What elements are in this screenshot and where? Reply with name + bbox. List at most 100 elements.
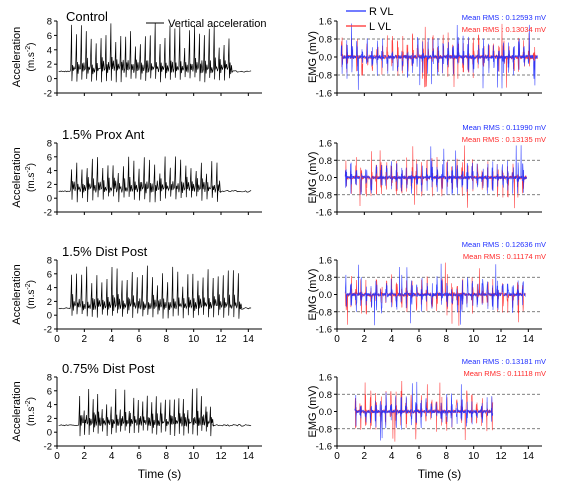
y-tick-label: 0.0 — [319, 173, 332, 184]
rms-right-text: Mean RMS : 0.11990 mV — [462, 123, 546, 132]
acc-y-unit-close: ) — [26, 42, 37, 45]
acc-y-unit-close: ) — [26, 163, 37, 166]
y-tick-label: 2 — [47, 414, 52, 425]
y-tick-label: 0 — [47, 428, 52, 439]
x-tick-label: 6 — [416, 451, 422, 462]
y-tick-label: 4 — [47, 400, 52, 411]
x-tick-label: 14 — [243, 451, 255, 462]
y-tick-label: 4 — [47, 166, 52, 177]
emg-x-label: Time (s) — [418, 467, 462, 481]
y-tick-label: 4 — [47, 45, 52, 56]
y-tick-label: 6 — [47, 386, 52, 397]
y-tick-label: 1.6 — [319, 373, 332, 384]
condition-label: 0.75% Dist Post — [62, 361, 155, 376]
y-tick-label: -0.8 — [316, 71, 332, 82]
x-tick-label: 10 — [468, 334, 480, 345]
right-vl-trace — [354, 381, 494, 441]
acc-y-unit: (m.s-2) — [25, 163, 37, 192]
left-vl-legend-label: L VL — [369, 21, 391, 33]
right-vl-legend-label: R VL — [369, 6, 393, 18]
rms-right-text: Mean RMS : 0.12636 mV — [462, 240, 546, 249]
y-tick-label: 0.0 — [319, 407, 332, 418]
y-tick-label: 0 — [47, 74, 52, 85]
y-tick-label: -0.8 — [316, 190, 332, 201]
x-tick-label: 14 — [523, 451, 535, 462]
emg-panel-3: -1.6 -0.8 0.0 0.8 1.6 0 2 4 6 8 10 12 14 EMG (mV) Mean… — [307, 357, 546, 481]
x-tick-label: 4 — [109, 451, 115, 462]
right-vl-trace — [340, 23, 538, 90]
acceleration-trace — [58, 23, 252, 83]
rms-right-text: Mean RMS : 0.13181 mV — [462, 357, 546, 366]
x-tick-label: 4 — [389, 451, 395, 462]
x-tick-label: 2 — [362, 334, 368, 345]
y-tick-label: 2 — [47, 297, 52, 308]
acceleration-trace — [58, 156, 252, 203]
x-tick-label: 8 — [444, 334, 450, 345]
x-tick-label: 8 — [444, 451, 450, 462]
x-tick-label: 4 — [109, 334, 115, 345]
acc-y-unit-base: (m.s — [26, 407, 37, 426]
condition-label: 1.5% Prox Ant — [62, 127, 145, 142]
rms-right-text: Mean RMS : 0.12593 mV — [462, 13, 546, 22]
acc-y-unit-base: (m.s — [26, 290, 37, 309]
y-tick-label: 8 — [47, 256, 52, 267]
x-tick-label: 14 — [243, 334, 255, 345]
y-tick-label: -2 — [44, 442, 52, 453]
x-tick-label: 0 — [54, 451, 60, 462]
x-tick-label: 0 — [334, 451, 340, 462]
condition-label: 1.5% Dist Post — [62, 244, 148, 259]
acc-x-label: Time (s) — [138, 467, 182, 481]
y-tick-label: 0.0 — [319, 53, 332, 64]
y-tick-label: -0.8 — [316, 307, 332, 318]
acceleration-trace — [58, 388, 252, 437]
acc-y-label: Acceleration — [11, 381, 23, 442]
y-tick-label: -2 — [44, 325, 52, 336]
acc-y-label: Acceleration — [11, 264, 23, 325]
acc-y-unit-exp: -2 — [25, 400, 32, 406]
acc-y-unit-base: (m.s — [26, 52, 37, 71]
acc-y-label: Acceleration — [11, 27, 23, 88]
y-tick-label: 6 — [47, 31, 52, 42]
x-tick-label: 12 — [495, 334, 507, 345]
emg-y-label: EMG (mV) — [307, 269, 319, 321]
acc-legend-label: Vertical acceleration — [168, 18, 266, 30]
rms-left-text: Mean RMS : 0.13034 mV — [462, 25, 546, 34]
y-tick-label: 6 — [47, 269, 52, 280]
emg-panel-2: -1.6 -0.8 0.0 0.8 1.6 0 2 4 6 8 10 12 14 EMG (mV) Mean… — [307, 240, 546, 345]
rms-left-text: Mean RMS : 0.11174 mV — [463, 252, 546, 261]
y-tick-label: 1.6 — [319, 17, 332, 28]
y-tick-label: -0.8 — [316, 424, 332, 435]
x-tick-label: 12 — [495, 451, 507, 462]
y-tick-label: 0.8 — [319, 35, 332, 46]
right-vl-trace — [344, 145, 527, 196]
acc-y-unit-base: (m.s — [26, 173, 37, 192]
condition-label: Control — [66, 9, 108, 24]
y-tick-label: 1.6 — [319, 139, 332, 150]
y-tick-label: 2 — [47, 180, 52, 191]
y-tick-label: 0.8 — [319, 390, 332, 401]
y-tick-label: -2 — [44, 89, 52, 100]
y-tick-label: -2 — [44, 208, 52, 219]
x-tick-label: 12 — [215, 451, 227, 462]
emg-y-label: EMG (mV) — [307, 386, 319, 438]
x-tick-label: 6 — [136, 334, 142, 345]
y-tick-label: 8 — [47, 17, 52, 28]
y-tick-label: 6 — [47, 152, 52, 163]
emg-y-label: EMG (mV) — [307, 152, 319, 204]
rms-left-text: Mean RMS : 0.13135 mV — [462, 135, 546, 144]
y-tick-label: 1.6 — [319, 256, 332, 267]
x-tick-label: 2 — [82, 334, 88, 345]
y-tick-label: 0 — [47, 194, 52, 205]
x-tick-label: 0 — [334, 334, 340, 345]
acc-y-unit-exp: -2 — [25, 283, 32, 289]
acc-y-unit-exp: -2 — [25, 46, 32, 52]
y-tick-label: 0.0 — [319, 290, 332, 301]
x-tick-label: 8 — [164, 334, 170, 345]
x-tick-label: 6 — [136, 451, 142, 462]
